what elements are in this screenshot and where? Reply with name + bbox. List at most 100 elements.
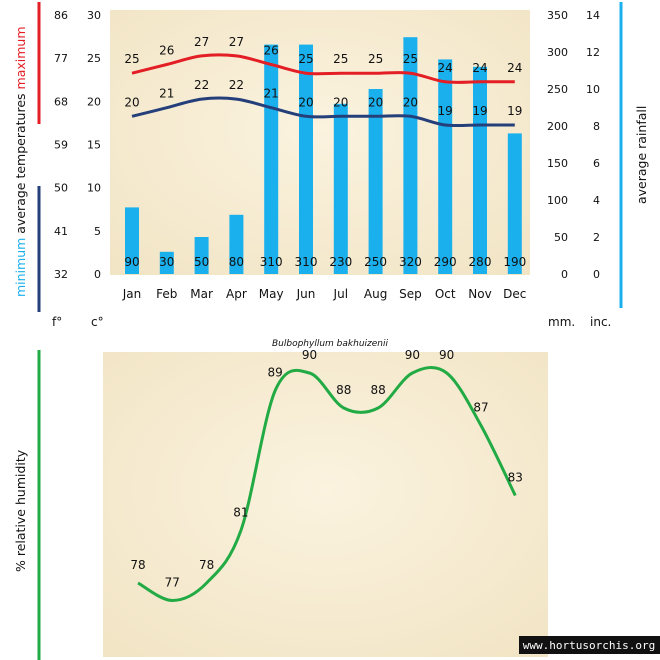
mm-tick: 0 [561, 268, 568, 281]
inch-tick: 2 [593, 231, 600, 244]
min-temp-value-label: 20 [124, 95, 139, 109]
rainfall-value-label: 190 [503, 255, 526, 269]
rainfall-bar [159, 251, 174, 274]
humidity-value-label: 78 [199, 558, 214, 572]
min-temp-labels: 20 21 22 22 21 20 20 20 20 19 19 19 [124, 78, 522, 118]
inch-tick: 6 [593, 157, 600, 170]
rainfall-bar [229, 214, 244, 274]
fahrenheit-axis: 86 77 68 59 50 41 32 [54, 9, 68, 281]
rainfall-value-label: 310 [295, 255, 318, 269]
rainfall-labels: 90 30 50 80 310 310 230 250 320 290 280 190 [124, 255, 526, 269]
humidity-value-label: 87 [473, 401, 488, 415]
humidity-value-label: 81 [233, 506, 248, 520]
fahrenheit-tick: 41 [54, 225, 68, 238]
fahrenheit-tick: 32 [54, 268, 68, 281]
inch-axis: 14 12 10 8 6 4 2 0 [586, 9, 600, 281]
max-temp-value-label: 25 [333, 52, 348, 66]
month-label: Oct [435, 287, 456, 301]
max-temp-line [131, 53, 515, 84]
rainfall-value-label: 310 [260, 255, 283, 269]
max-temp-value-label: 27 [194, 35, 209, 49]
left-axis-title: minimum average temperatures maximum [13, 26, 28, 297]
rainfall-bars [125, 37, 522, 275]
mm-tick: 200 [547, 120, 568, 133]
min-temp-value-label: 21 [264, 87, 279, 101]
species-name: Bulbophyllum bakhuizenii [272, 339, 388, 349]
celsius-tick: 30 [87, 9, 101, 22]
watermark-background [519, 636, 660, 654]
month-label: Nov [468, 287, 491, 301]
fahrenheit-tick: 68 [54, 95, 68, 108]
rainfall-bar [333, 103, 348, 274]
mm-tick: 100 [547, 194, 568, 207]
mm-axis: 350 300 250 200 150 100 50 0 [547, 9, 568, 281]
celsius-axis: 30 25 20 15 10 5 0 [87, 9, 101, 281]
unit-mm: mm. [548, 315, 575, 329]
month-label: Feb [156, 287, 177, 301]
rainfall-value-label: 250 [364, 255, 387, 269]
inch-tick: 4 [593, 194, 600, 207]
month-label: Jun [296, 287, 316, 301]
rainfall-value-label: 90 [124, 255, 139, 269]
rainfall-value-label: 230 [329, 255, 352, 269]
rainfall-bar [403, 37, 418, 275]
max-temp-value-label: 24 [438, 61, 453, 75]
humidity-value-label: 90 [302, 348, 317, 362]
mm-tick: 350 [547, 9, 568, 22]
rainfall-bar [507, 133, 522, 274]
unit-fahrenheit: f° [52, 315, 62, 329]
max-temp-value-label: 25 [403, 52, 418, 66]
humidity-value-label: 90 [439, 348, 454, 362]
humidity-value-label: 90 [405, 348, 420, 362]
fahrenheit-tick: 86 [54, 9, 68, 22]
inch-tick: 12 [586, 46, 600, 59]
month-label: Dec [503, 287, 526, 301]
fahrenheit-tick: 77 [54, 52, 68, 65]
mm-tick: 250 [547, 83, 568, 96]
celsius-tick: 20 [87, 95, 101, 108]
month-label: Jul [333, 287, 348, 301]
rainfall-value-label: 50 [194, 255, 209, 269]
top-panel-background [110, 10, 530, 275]
max-temp-value-label: 26 [159, 44, 174, 58]
min-temp-value-label: 20 [298, 95, 313, 109]
rainfall-value-label: 320 [399, 255, 422, 269]
mm-tick: 150 [547, 157, 568, 170]
rainfall-value-label: 290 [434, 255, 457, 269]
label-minimum: minimum [13, 238, 28, 297]
rainfall-bar [194, 237, 209, 274]
min-temp-value-label: 19 [507, 104, 522, 118]
max-temp-labels: 25 26 27 27 26 25 25 25 25 24 24 24 [124, 35, 522, 75]
celsius-tick: 25 [87, 52, 101, 65]
inch-tick: 0 [593, 268, 600, 281]
rainfall-value-label: 280 [469, 255, 492, 269]
humidity-value-label: 88 [370, 383, 385, 397]
rainfall-bar [125, 207, 139, 274]
mm-tick: 50 [554, 231, 568, 244]
month-label: Sep [399, 287, 422, 301]
label-maximum: maximum [13, 26, 28, 89]
min-temp-value-label: 21 [159, 87, 174, 101]
rainfall-bar [299, 44, 313, 274]
max-temp-value-label: 27 [229, 35, 244, 49]
rainfall-bar [368, 89, 383, 274]
month-label: Mar [190, 287, 213, 301]
min-temp-value-label: 22 [229, 78, 244, 92]
inch-tick: 14 [586, 9, 600, 22]
celsius-tick: 0 [94, 268, 101, 281]
month-label: May [259, 287, 284, 301]
min-temp-value-label: 19 [472, 104, 487, 118]
bottom-panel-background [103, 352, 548, 657]
max-temp-value-label: 25 [124, 52, 139, 66]
month-label: Apr [226, 287, 247, 301]
min-temp-value-label: 20 [403, 95, 418, 109]
humidity-line [137, 366, 517, 603]
humidity-value-label: 88 [336, 383, 351, 397]
label-average-temperatures: average temperatures [13, 93, 28, 233]
humidity-value-label: 89 [268, 366, 283, 380]
celsius-tick: 15 [87, 139, 101, 152]
fahrenheit-tick: 50 [54, 182, 68, 195]
month-label: Jan [122, 287, 142, 301]
month-label: Aug [364, 287, 387, 301]
humidity-labels: 78 77 78 81 89 90 88 88 90 90 87 83 [130, 348, 523, 590]
